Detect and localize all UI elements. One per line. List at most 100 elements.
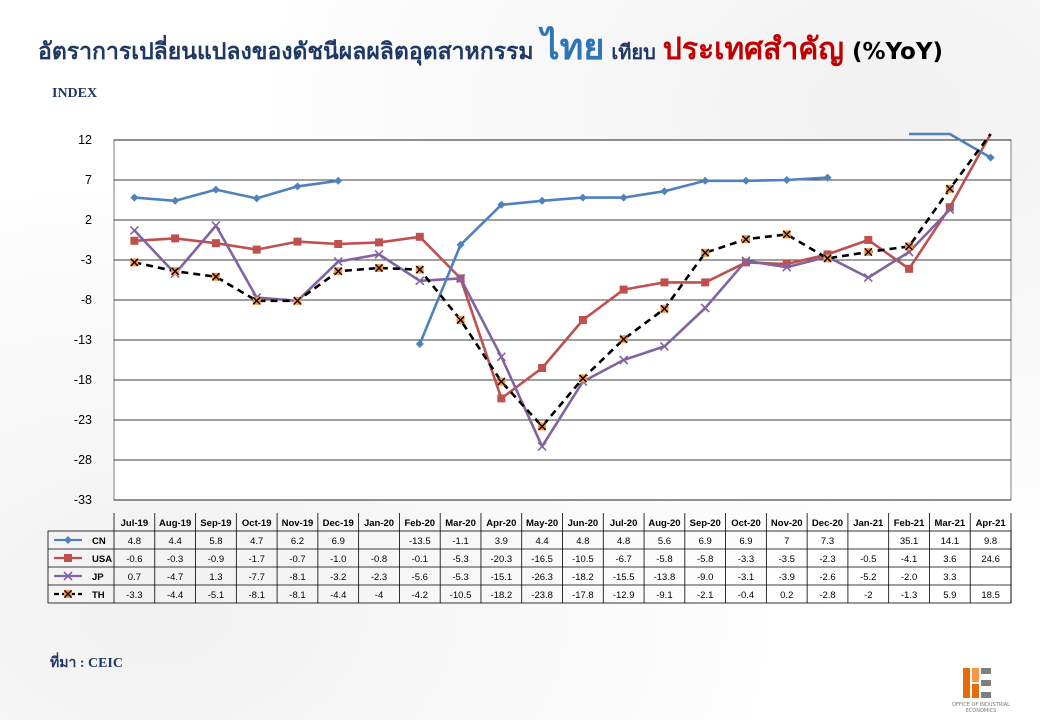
y-tick-label: -8 <box>81 293 92 307</box>
data-label: 5.6 <box>658 536 671 547</box>
data-point-mark <box>456 316 465 324</box>
data-label: 6.9 <box>739 536 752 547</box>
x-tick-label: Sep-20 <box>690 518 721 529</box>
x-tick-label: Feb-21 <box>894 518 925 529</box>
legend-key-th <box>54 590 82 598</box>
series-line <box>134 133 992 428</box>
data-point-mark <box>701 248 710 257</box>
data-point <box>659 341 669 351</box>
data-label: -15.5 <box>613 572 635 583</box>
legend-label: CN <box>92 536 106 547</box>
logo-mark-icon <box>962 666 992 700</box>
data-label: -3.1 <box>738 572 754 583</box>
data-label: 6.9 <box>332 536 345 547</box>
data-label: 18.5 <box>981 590 1000 601</box>
data-label: -0.5 <box>860 554 876 565</box>
data-label: 4.8 <box>128 536 141 547</box>
source-note: ที่มา : CEIC <box>50 656 123 671</box>
data-label: -3.3 <box>126 590 142 601</box>
data-point <box>456 240 465 249</box>
data-label: -2.3 <box>819 554 835 565</box>
data-point-mark <box>171 267 180 276</box>
data-point <box>64 536 72 544</box>
data-point-mark <box>823 254 832 263</box>
data-point <box>456 273 466 283</box>
y-tick-label: -23 <box>74 413 92 427</box>
data-label: 4.8 <box>617 536 630 547</box>
data-label: -17.8 <box>572 590 594 601</box>
x-tick-label: Aug-19 <box>159 518 191 529</box>
data-point <box>130 236 139 245</box>
y-tick-label: -18 <box>74 373 92 387</box>
data-label: -4.7 <box>167 572 183 583</box>
data-label: -8.1 <box>249 590 265 601</box>
data-label: -9.0 <box>697 572 713 583</box>
data-point <box>171 196 180 205</box>
data-point-mark <box>905 242 914 251</box>
data-label: -9.1 <box>656 590 672 601</box>
data-label: -0.7 <box>289 554 305 565</box>
data-point <box>129 225 139 235</box>
x-tick-label: Feb-20 <box>404 518 435 529</box>
data-point <box>782 176 791 184</box>
data-label: -16.5 <box>531 554 553 565</box>
data-label: -2.0 <box>901 572 917 583</box>
data-label: -5.3 <box>452 572 468 583</box>
data-label: 5.8 <box>209 536 222 547</box>
data-point-mark <box>130 258 139 267</box>
data-point <box>333 257 343 267</box>
title-part-1: อัตราการเปลี่ยนแปลงของดัชนีผลผลิตอุตสาหก… <box>38 39 542 65</box>
y-tick-label: -13 <box>74 333 92 347</box>
legend-key-cn <box>54 536 82 544</box>
data-point-mark <box>782 230 791 239</box>
data-label: -1.1 <box>452 536 468 547</box>
data-label: 4.4 <box>169 536 182 547</box>
data-label: -4.1 <box>901 554 917 565</box>
data-label: -12.9 <box>613 590 635 601</box>
data-point <box>905 264 914 273</box>
data-label: -7.7 <box>249 572 265 583</box>
data-label: -0.1 <box>412 554 428 565</box>
y-tick-label: -28 <box>74 453 92 467</box>
title-part-yoy: (%YoY) <box>843 39 944 65</box>
data-point-mark <box>538 422 547 431</box>
data-label: -13.5 <box>409 536 431 547</box>
data-point <box>252 245 261 254</box>
data-label: 4.8 <box>576 536 589 547</box>
data-point-mark <box>415 265 424 274</box>
data-point <box>497 200 506 209</box>
data-point <box>334 240 343 248</box>
data-label: 6.2 <box>291 536 304 547</box>
data-label: -1.0 <box>330 554 346 565</box>
series-th <box>130 133 992 431</box>
x-tick-label: Mar-20 <box>445 518 476 529</box>
oie-logo: OFFICE OF INDUSTRIAL ECONOMICS <box>946 666 1016 714</box>
data-label: 7 <box>784 536 789 547</box>
data-point <box>986 153 995 162</box>
data-point <box>619 285 628 294</box>
series-line <box>134 133 992 400</box>
data-label: 24.6 <box>981 554 1000 565</box>
y-tick-label: 12 <box>78 133 92 147</box>
data-label: 1.3 <box>209 572 222 583</box>
data-point <box>945 203 954 212</box>
legend-label: TH <box>92 590 105 601</box>
data-label: -13.8 <box>654 572 676 583</box>
data-label: -2.8 <box>819 590 835 601</box>
data-point <box>130 193 139 202</box>
data-point <box>701 176 710 185</box>
data-label: -5.2 <box>860 572 876 583</box>
data-label: -4.2 <box>412 590 428 601</box>
data-point-mark <box>375 264 384 272</box>
data-label: -5.8 <box>656 554 672 565</box>
data-point <box>660 278 669 287</box>
data-label: -5.1 <box>208 590 224 601</box>
y-tick-label: -33 <box>74 493 92 507</box>
data-label: 3.6 <box>943 554 956 565</box>
data-label: 6.9 <box>699 536 712 547</box>
legend-key-jp <box>54 571 82 581</box>
data-point-mark <box>945 184 954 193</box>
data-point <box>415 232 424 241</box>
data-label: 7.3 <box>821 536 834 547</box>
data-label: -5.6 <box>412 572 428 583</box>
